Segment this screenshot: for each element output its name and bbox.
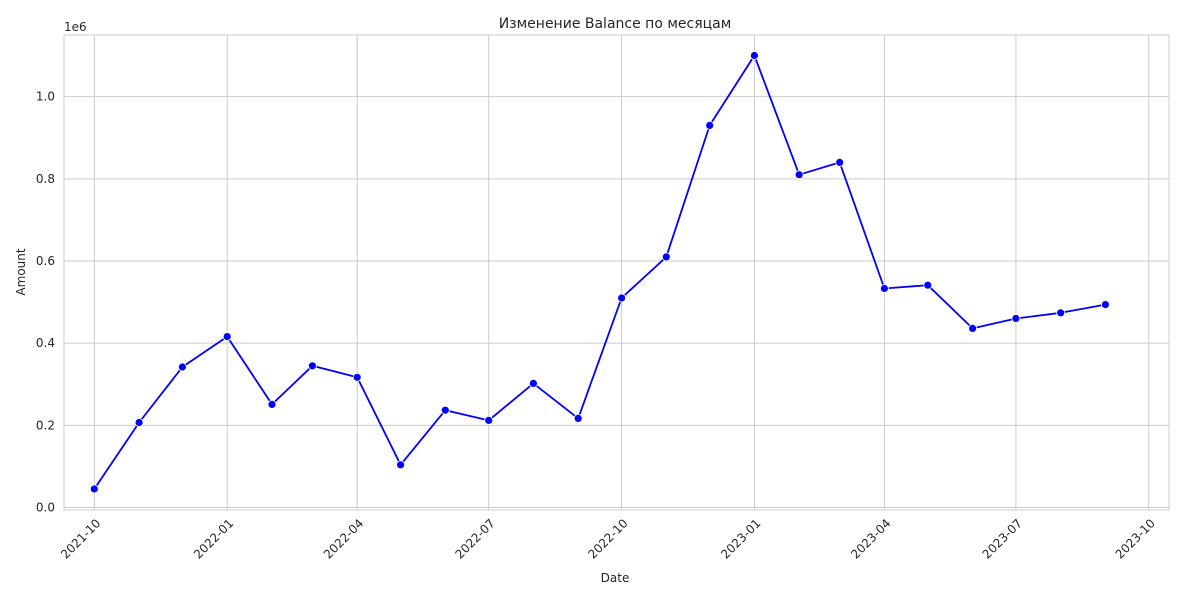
data-point [1056, 308, 1066, 318]
y-axis-label: Amount [14, 248, 28, 295]
data-point [134, 418, 144, 427]
data-point [880, 284, 889, 293]
data-point [661, 252, 671, 262]
chart-title: Изменение Balance по месяцам [499, 16, 732, 32]
data-point [177, 362, 187, 372]
data-point [440, 405, 450, 415]
data-point [923, 280, 933, 290]
y-tick-label: 0.2 [36, 418, 55, 432]
data-point [267, 399, 277, 409]
y-axis-ticks: 0.0 0.2 0.4 0.6 0.8 1.0 [36, 90, 55, 515]
data-point [307, 361, 317, 371]
data-point [968, 323, 977, 333]
data-point [705, 121, 715, 130]
data-point [484, 415, 494, 425]
data-point [89, 484, 99, 494]
y-tick-label: 0.4 [36, 336, 55, 350]
y-axis-offset-label: 1e6 [64, 20, 87, 34]
data-point [1011, 314, 1021, 323]
data-point [352, 372, 362, 382]
plot-area [63, 34, 1170, 511]
y-tick-label: 0.6 [36, 254, 55, 268]
data-point [750, 51, 759, 60]
data-point [529, 378, 538, 388]
data-point [617, 293, 626, 303]
series-line [93, 54, 1106, 490]
series-group [89, 51, 1110, 494]
y-tick-label: 0.8 [36, 172, 55, 186]
y-tick-label: 1.0 [36, 90, 55, 104]
data-point [794, 170, 804, 180]
data-point [396, 460, 406, 470]
x-axis-label: Date [601, 571, 630, 585]
data-point [573, 413, 583, 423]
data-point [1101, 300, 1110, 310]
y-tick-label: 0.0 [36, 501, 55, 515]
data-point [835, 157, 845, 167]
data-point [222, 332, 232, 342]
grid-lines [64, 35, 1169, 510]
